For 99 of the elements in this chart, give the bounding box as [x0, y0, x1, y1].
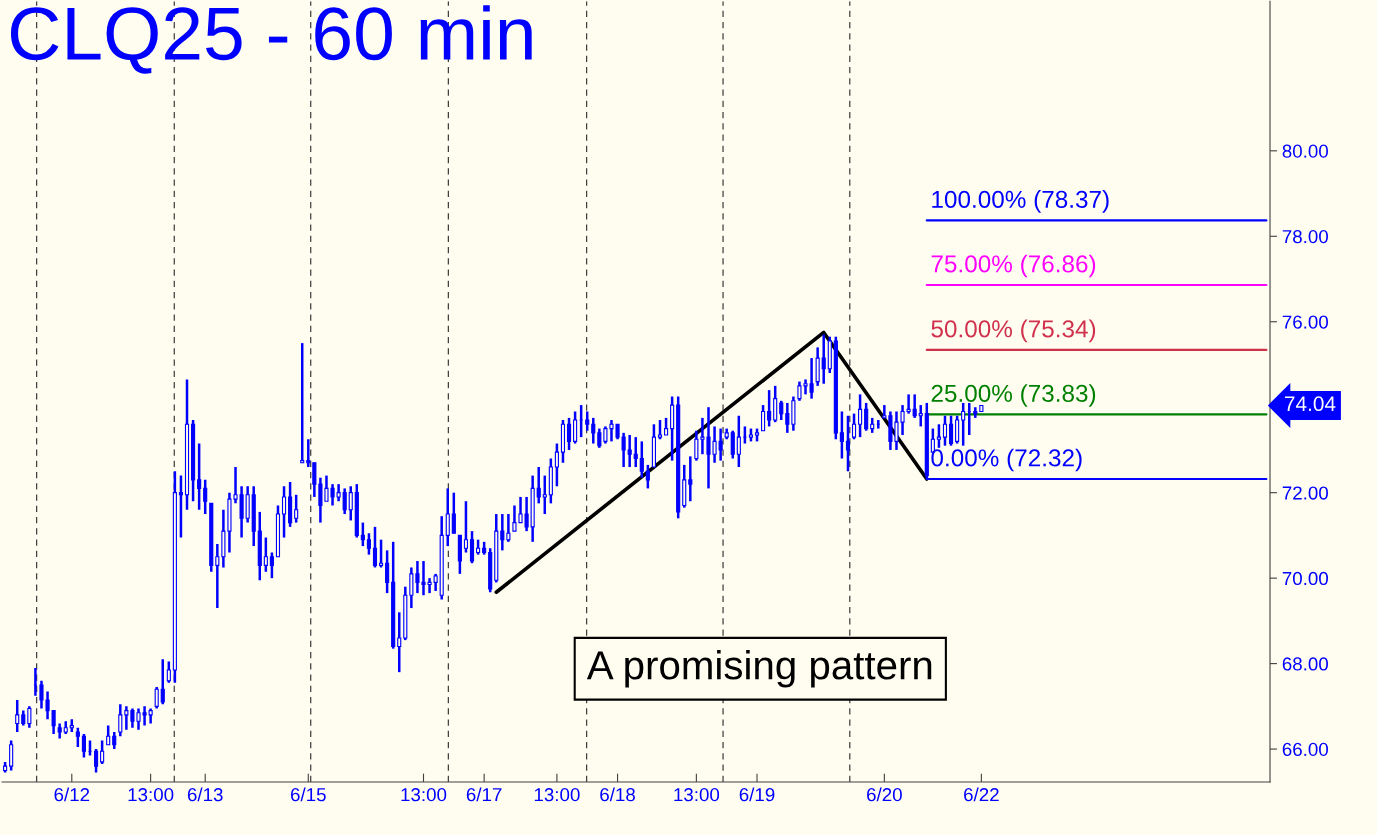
y-tick-label: 68.00: [1282, 657, 1328, 671]
candlestick: [542, 474, 547, 516]
candlestick: [948, 414, 954, 447]
candlestick: [215, 542, 220, 610]
candlestick: [281, 485, 287, 539]
candlestick: [385, 549, 390, 595]
candlestick: [81, 732, 86, 759]
y-tick-label: 70.00: [1282, 571, 1328, 586]
x-tick-label: 6/18: [600, 787, 635, 802]
candlestick: [936, 423, 941, 450]
candlestick: [779, 399, 784, 422]
candlestick: [269, 551, 274, 580]
x-tick-label: 6/17: [466, 787, 502, 802]
candlestick: [918, 403, 923, 428]
y-tick-label: 66.00: [1282, 742, 1328, 757]
candlestick: [585, 410, 590, 432]
candlestick: [397, 611, 402, 674]
candlestick: [469, 529, 475, 565]
x-tick-label: 13:00: [128, 788, 174, 802]
candlestick: [839, 410, 844, 460]
candlestick: [500, 512, 505, 552]
candlestick: [75, 726, 80, 749]
candlestick: [154, 685, 159, 710]
candlestick: [554, 442, 559, 488]
candlestick: [942, 414, 948, 447]
y-tick-label: 72.00: [1282, 486, 1328, 500]
series-label: 50.00% (75.34): [931, 319, 1096, 343]
candlestick: [100, 739, 105, 766]
candlestick: [93, 747, 99, 774]
candlestick: [342, 487, 347, 516]
candlestick: [912, 393, 917, 420]
x-tick-label: 6/13: [187, 787, 223, 802]
candlestick: [566, 416, 572, 452]
series-label: 100.00% (78.37): [932, 190, 1109, 213]
candlestick: [591, 416, 596, 445]
candlestick: [9, 739, 14, 772]
candlestick: [815, 346, 820, 388]
candlestick: [730, 429, 735, 460]
candlestick: [573, 410, 578, 445]
candlestick: [166, 660, 171, 685]
series-label: 0.00% (72.32): [931, 448, 1082, 472]
y-tick-label: 78.00: [1282, 229, 1328, 244]
candlestick: [27, 705, 32, 729]
candlestick: [773, 384, 778, 424]
candlestick: [348, 485, 353, 522]
x-tick-label: 13:00: [401, 788, 447, 802]
candlestick: [688, 455, 693, 503]
series-label: 75.00% (76.86): [931, 254, 1096, 278]
annotation: A promising pattern: [586, 650, 932, 688]
candlestick: [372, 525, 378, 569]
candlestick: [106, 724, 111, 747]
candlestick: [851, 412, 857, 441]
candlestick: [657, 418, 663, 441]
chart-title: CLQ25 - 60 min: [10, 5, 532, 74]
candlestick: [300, 341, 305, 465]
candlestick: [306, 438, 311, 469]
candlestick: [736, 414, 741, 469]
x-tick-label: 6/22: [964, 787, 999, 802]
x-tick-label: 13:00: [534, 788, 580, 802]
candlestick: [463, 499, 469, 554]
candlestick: [203, 478, 208, 516]
candlestick: [197, 442, 202, 512]
candlestick: [645, 463, 650, 490]
candlestick: [761, 403, 766, 432]
candlestick: [845, 414, 851, 473]
x-tick-label: 6/20: [867, 787, 902, 802]
candlestick: [955, 414, 960, 445]
candlestick: [378, 538, 384, 569]
y-tick-label: 80.00: [1282, 144, 1328, 158]
candlestick: [360, 521, 365, 548]
candlestick: [118, 702, 123, 738]
candlestick: [961, 401, 966, 447]
x-tick-label: 6/12: [54, 787, 90, 802]
candlestick: [366, 532, 371, 556]
candlestick: [294, 493, 299, 524]
candlestick: [536, 465, 541, 505]
x-tick-label: 6/15: [291, 787, 326, 802]
candlestick: [864, 401, 869, 432]
y-tick-label: 76.00: [1282, 315, 1328, 329]
x-tick-label: 13:00: [674, 788, 720, 802]
text: 74.04: [1284, 396, 1336, 412]
candlestick: [451, 491, 456, 535]
candlestick: [445, 487, 450, 548]
candlestick: [15, 698, 20, 734]
candlestick: [627, 433, 632, 469]
candlestick: [178, 474, 184, 539]
candlestick: [791, 395, 796, 432]
x-tick-label: 6/19: [739, 787, 775, 802]
series-label: 25.00% (73.83): [931, 384, 1096, 407]
candlestick: [858, 393, 863, 439]
candlestick: [821, 333, 826, 385]
candlestick: [670, 395, 675, 462]
candlestick: [506, 512, 511, 544]
candlestick: [785, 401, 790, 435]
candlestick: [639, 440, 644, 479]
candlestick: [767, 388, 772, 428]
candlestick: [263, 536, 268, 573]
candlestick: [633, 435, 638, 469]
candlestick: [160, 658, 165, 706]
